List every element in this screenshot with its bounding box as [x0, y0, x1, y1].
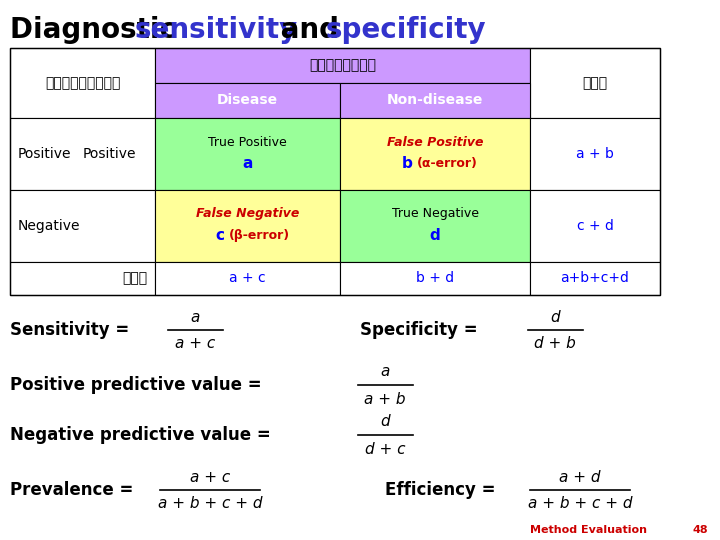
Bar: [340, 83, 530, 118]
Text: Positive: Positive: [83, 147, 136, 161]
Bar: [340, 118, 530, 190]
Bar: [155, 262, 340, 295]
Text: a + b + c + d: a + b + c + d: [158, 496, 262, 511]
Bar: [530, 262, 660, 295]
Text: (β-error): (β-error): [229, 230, 290, 242]
Bar: [10, 48, 155, 118]
Text: d: d: [430, 228, 441, 244]
Text: รวม: รวม: [122, 272, 147, 286]
Text: specificity: specificity: [326, 16, 487, 44]
Text: d + b: d + b: [534, 336, 576, 352]
Text: ผลตรวจบงช: ผลตรวจบงช: [45, 76, 120, 90]
Text: b + d: b + d: [416, 272, 454, 286]
Text: Positive predictive value =: Positive predictive value =: [10, 376, 261, 394]
Text: Non-disease: Non-disease: [387, 93, 483, 107]
Text: d: d: [550, 309, 560, 325]
Text: 48: 48: [692, 525, 708, 535]
Bar: [530, 118, 660, 190]
Bar: [155, 48, 530, 83]
Text: a + c: a + c: [190, 469, 230, 484]
Text: d: d: [380, 415, 390, 429]
Text: Method Evaluation: Method Evaluation: [530, 525, 647, 535]
Bar: [10, 48, 660, 295]
Text: a + c: a + c: [229, 272, 266, 286]
Text: พยาธสภาพ: พยาธสภาพ: [309, 58, 376, 72]
Text: a+b+c+d: a+b+c+d: [561, 272, 629, 286]
Text: รวม: รวม: [582, 76, 608, 90]
Text: c: c: [215, 228, 224, 244]
Text: Efficiency =: Efficiency =: [385, 481, 495, 499]
Text: and: and: [271, 16, 348, 44]
Text: a: a: [190, 309, 199, 325]
Bar: [530, 190, 660, 262]
Text: a + b: a + b: [364, 392, 406, 407]
Text: Sensitivity =: Sensitivity =: [10, 321, 130, 339]
Bar: [155, 190, 340, 262]
Text: False Negative: False Negative: [196, 207, 300, 220]
Text: a + b + c + d: a + b + c + d: [528, 496, 632, 511]
Bar: [340, 190, 530, 262]
Text: a: a: [243, 157, 253, 172]
Bar: [340, 262, 530, 295]
Text: Positive: Positive: [18, 147, 71, 161]
Text: sensitivity: sensitivity: [135, 16, 298, 44]
Text: b: b: [402, 157, 413, 172]
Text: a: a: [380, 364, 390, 380]
Text: False Positive: False Positive: [387, 136, 483, 148]
Text: Diagnostic: Diagnostic: [10, 16, 186, 44]
Bar: [155, 83, 340, 118]
Text: c + d: c + d: [577, 219, 613, 233]
Text: Prevalence =: Prevalence =: [10, 481, 133, 499]
Text: Negative predictive value =: Negative predictive value =: [10, 426, 271, 444]
Text: Specificity =: Specificity =: [360, 321, 477, 339]
Text: d + c: d + c: [365, 442, 405, 456]
Bar: [530, 48, 660, 118]
Text: True Positive: True Positive: [208, 136, 287, 148]
Bar: [10, 262, 155, 295]
Text: a + b: a + b: [576, 147, 614, 161]
Text: a + c: a + c: [175, 336, 215, 352]
Bar: [10, 190, 155, 262]
Text: Negative: Negative: [18, 219, 81, 233]
Text: (α-error): (α-error): [417, 158, 477, 171]
Text: a + d: a + d: [559, 469, 600, 484]
Text: Disease: Disease: [217, 93, 278, 107]
Bar: [155, 118, 340, 190]
Bar: [10, 118, 155, 190]
Text: True Negative: True Negative: [392, 207, 479, 220]
